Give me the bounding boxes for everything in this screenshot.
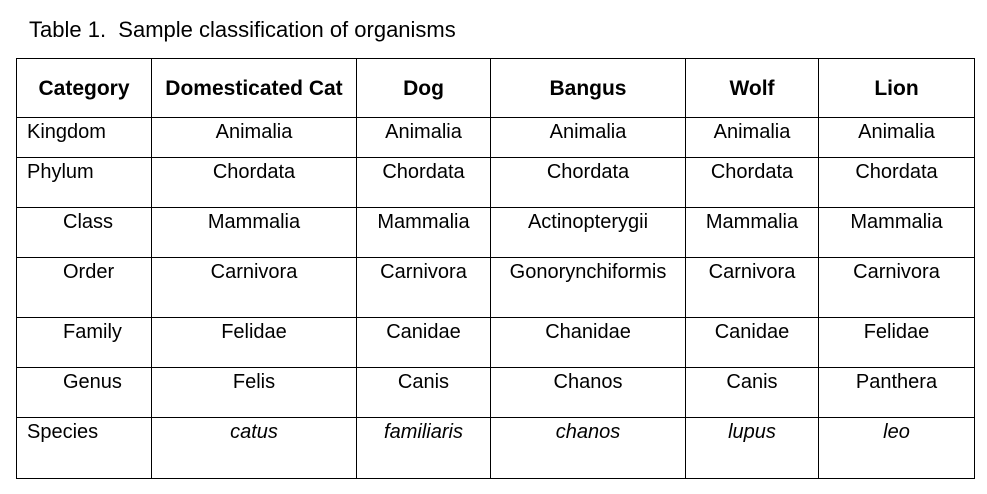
table-row: Order Carnivora Carnivora Gonorynchiform…: [16, 257, 975, 318]
table-cell: Chanidae: [490, 317, 686, 368]
header-row: Category Domesticated Cat Dog Bangus Wol…: [16, 58, 975, 118]
table-cell: Canidae: [685, 317, 819, 368]
table-cell: Felidae: [818, 317, 975, 368]
table-row: Genus Felis Canis Chanos Canis Panthera: [16, 367, 975, 418]
table-cell: Panthera: [818, 367, 975, 418]
table-cell: Mammalia: [818, 207, 975, 258]
table-cell: Canis: [685, 367, 819, 418]
row-label-kingdom: Kingdom: [16, 117, 152, 158]
table-cell: Animalia: [818, 117, 975, 158]
classification-table: Category Domesticated Cat Dog Bangus Wol…: [16, 58, 975, 479]
table-cell: catus: [151, 417, 357, 479]
table-row: Class Mammalia Mammalia Actinopterygii M…: [16, 207, 975, 258]
row-label-family: Family: [16, 317, 152, 368]
table-cell: Gonorynchiformis: [490, 257, 686, 318]
row-label-species: Species: [16, 417, 152, 479]
column-header-lion: Lion: [818, 58, 975, 118]
species-name: catus: [230, 421, 278, 443]
column-header-wolf: Wolf: [685, 58, 819, 118]
table-cell: lupus: [685, 417, 819, 479]
table-cell: Canis: [356, 367, 491, 418]
table-cell: Animalia: [685, 117, 819, 158]
table-row: Kingdom Animalia Animalia Animalia Anima…: [16, 117, 975, 158]
species-name: familiaris: [384, 421, 463, 443]
table-cell: Chordata: [685, 157, 819, 208]
table-cell: Carnivora: [685, 257, 819, 318]
column-header-bangus: Bangus: [490, 58, 686, 118]
table-cell: Carnivora: [818, 257, 975, 318]
table-row: Phylum Chordata Chordata Chordata Chorda…: [16, 157, 975, 208]
table-caption: Table 1. Sample classification of organi…: [29, 17, 456, 42]
table-cell: Chordata: [151, 157, 357, 208]
table-cell: Felidae: [151, 317, 357, 368]
table-cell: Carnivora: [151, 257, 357, 318]
table-row: Family Felidae Canidae Chanidae Canidae …: [16, 317, 975, 368]
column-header-dog: Dog: [356, 58, 491, 118]
table-cell: Mammalia: [356, 207, 491, 258]
table-cell: Chordata: [490, 157, 686, 208]
species-name: lupus: [728, 421, 776, 443]
column-header-category: Category: [16, 58, 152, 118]
row-label-class: Class: [16, 207, 152, 258]
table-cell: Felis: [151, 367, 357, 418]
table-cell: familiaris: [356, 417, 491, 479]
table-cell: Canidae: [356, 317, 491, 368]
column-header-domesticated-cat: Domesticated Cat: [151, 58, 357, 118]
table-cell: Animalia: [490, 117, 686, 158]
table-cell: chanos: [490, 417, 686, 479]
table-cell: Mammalia: [151, 207, 357, 258]
table-cell: leo: [818, 417, 975, 479]
row-label-genus: Genus: [16, 367, 152, 418]
table-cell: Animalia: [356, 117, 491, 158]
table-row: Species catus familiaris chanos lupus le…: [16, 417, 975, 479]
table-cell: Carnivora: [356, 257, 491, 318]
row-label-order: Order: [16, 257, 152, 318]
table-cell: Chordata: [356, 157, 491, 208]
table-cell: Animalia: [151, 117, 357, 158]
species-name: leo: [883, 421, 910, 443]
table-cell: Mammalia: [685, 207, 819, 258]
row-label-phylum: Phylum: [16, 157, 152, 208]
species-name: chanos: [555, 421, 621, 443]
table-cell: Actinopterygii: [490, 207, 686, 258]
table-cell: Chanos: [490, 367, 686, 418]
table-cell: Chordata: [818, 157, 975, 208]
